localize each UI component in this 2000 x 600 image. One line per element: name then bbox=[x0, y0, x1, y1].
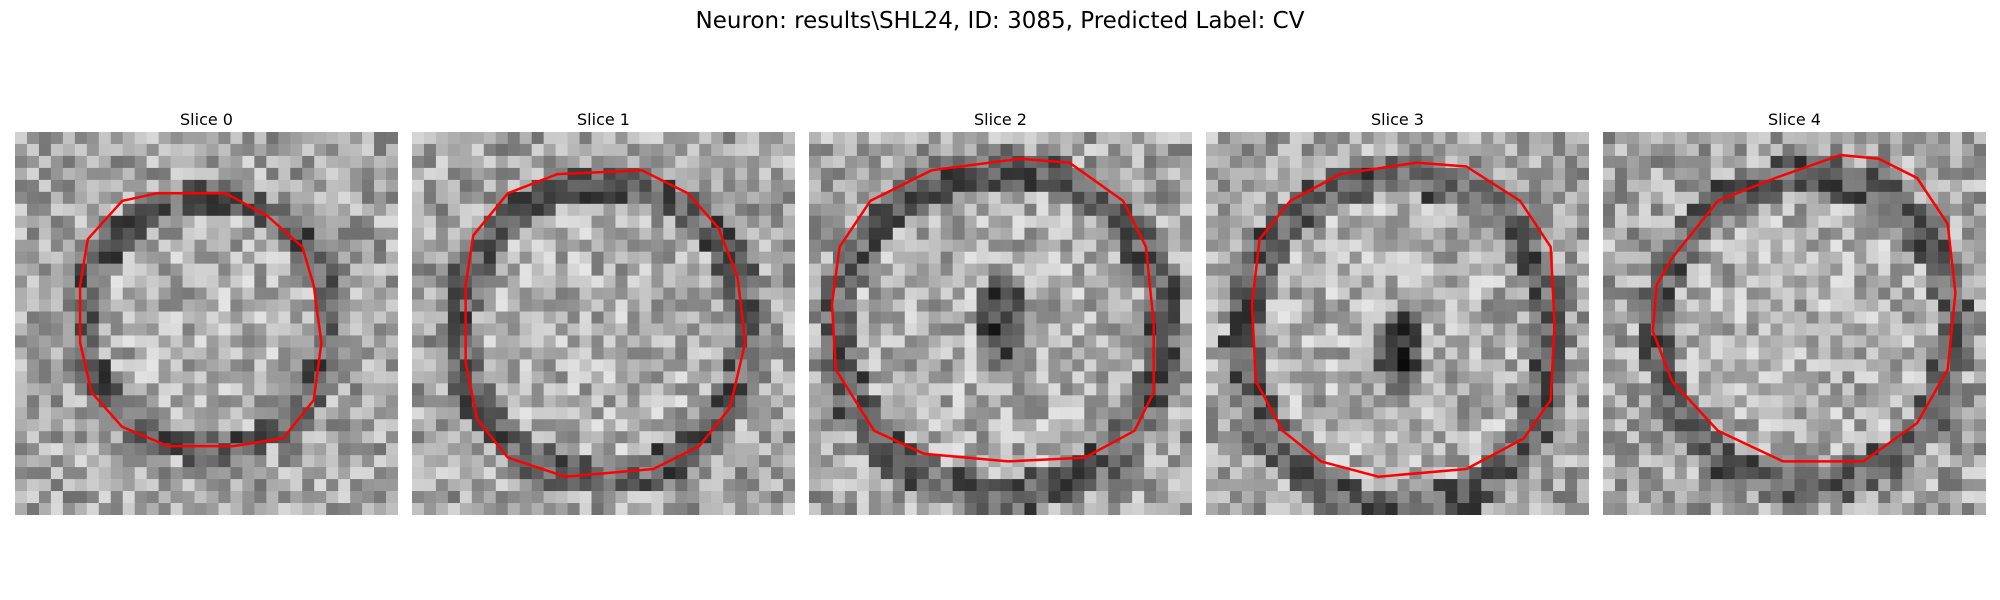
segmentation-contour bbox=[1651, 153, 1957, 463]
figure-title: Neuron: results\SHL24, ID: 3085, Predict… bbox=[695, 8, 1305, 34]
segmentation-contour bbox=[1250, 161, 1556, 478]
segmentation-contour bbox=[464, 169, 747, 478]
slice-image bbox=[15, 132, 398, 515]
slice-panel-2: Slice 2 bbox=[809, 108, 1192, 515]
slice-panel-3: Slice 3 bbox=[1206, 108, 1589, 515]
slice-panel-4: Slice 4 bbox=[1603, 108, 1986, 515]
segmentation-contour bbox=[78, 192, 323, 448]
slice-image bbox=[1206, 132, 1589, 515]
slice-image bbox=[1603, 132, 1986, 515]
slice-title: Slice 3 bbox=[1371, 110, 1424, 129]
slice-title: Slice 2 bbox=[974, 110, 1027, 129]
slice-title: Slice 1 bbox=[577, 110, 630, 129]
slice-panel-0: Slice 0 bbox=[15, 108, 398, 515]
segmentation-contour bbox=[830, 157, 1155, 463]
slice-title: Slice 0 bbox=[180, 110, 233, 129]
slice-panel-1: Slice 1 bbox=[412, 108, 795, 515]
slice-image bbox=[809, 132, 1192, 515]
slice-title: Slice 4 bbox=[1768, 110, 1821, 129]
slice-image bbox=[412, 132, 795, 515]
